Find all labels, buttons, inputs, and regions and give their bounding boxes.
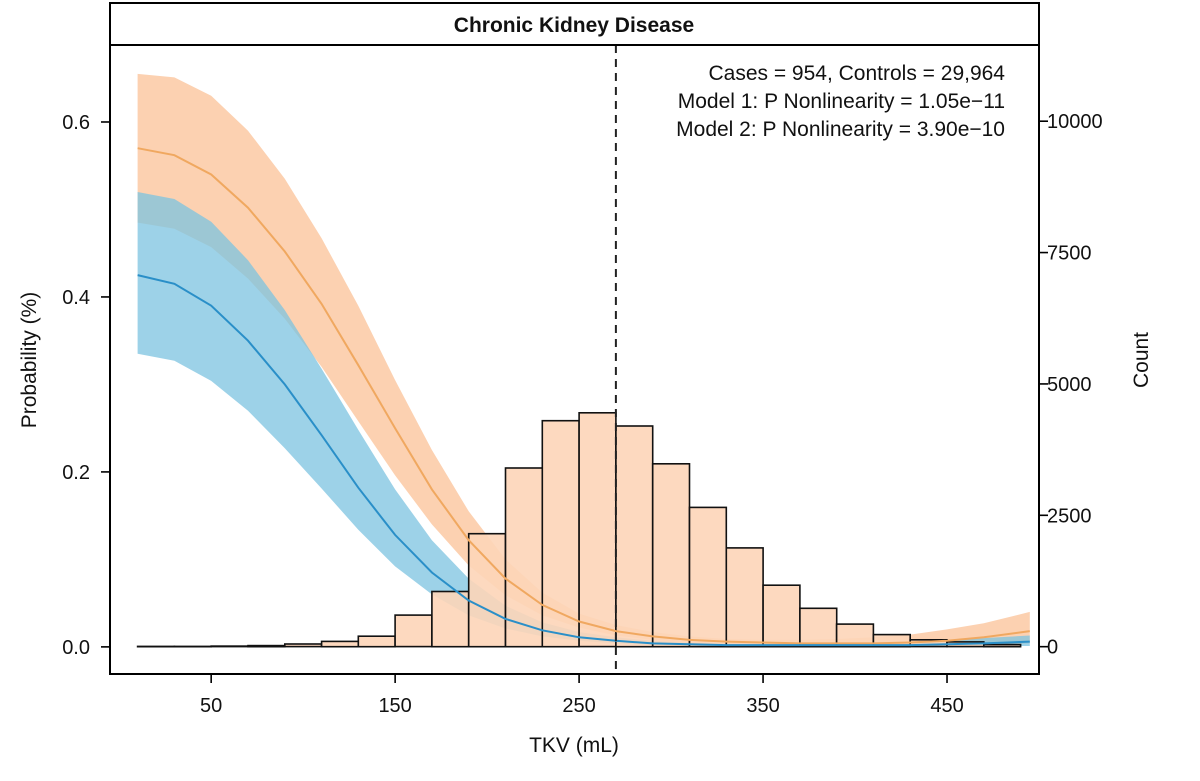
x-axis: 50 150 250 350 450 bbox=[200, 674, 964, 717]
y2-axis: 0 2500 5000 7500 10000 bbox=[1039, 111, 1103, 659]
annotation-model-2: Model 2: P Nonlinearity = 3.90e−10 bbox=[676, 118, 1005, 141]
y-axis: 0.0 0.2 0.4 0.6 bbox=[62, 112, 110, 659]
histogram-bar bbox=[394, 614, 433, 648]
y-axis-title: Probability (%) bbox=[18, 292, 41, 429]
histogram-bar bbox=[725, 547, 764, 648]
y2-axis-title: Count bbox=[1130, 332, 1153, 388]
histogram-bar bbox=[431, 590, 470, 648]
x-tick-label: 450 bbox=[930, 695, 963, 717]
y2-tick-label: 2500 bbox=[1047, 505, 1092, 527]
y2-tick-label: 10000 bbox=[1047, 111, 1103, 133]
x-tick-label: 150 bbox=[378, 695, 411, 717]
histogram-bar bbox=[283, 643, 323, 648]
x-tick-label: 350 bbox=[746, 695, 779, 717]
series-line-model-1 bbox=[137, 147, 1030, 645]
y-tick-label: 0.4 bbox=[62, 287, 90, 309]
x-tick-label: 250 bbox=[562, 695, 595, 717]
plot-frame bbox=[109, 2, 1040, 675]
histogram-bar bbox=[357, 635, 396, 648]
ci-band-model-2 bbox=[137, 192, 1030, 647]
histogram-bar bbox=[541, 419, 580, 648]
x-tick-label: 50 bbox=[200, 695, 222, 717]
histogram-bar bbox=[320, 640, 360, 648]
y2-tick-label: 0 bbox=[1047, 637, 1058, 659]
histogram-bar bbox=[982, 643, 1022, 648]
histogram-bar bbox=[688, 506, 728, 648]
histogram-bar bbox=[247, 644, 286, 648]
y-tick-label: 0.2 bbox=[62, 462, 90, 484]
confidence-bands bbox=[137, 73, 1030, 647]
histogram-bar bbox=[578, 411, 617, 648]
chart-title: Chronic Kidney Disease bbox=[454, 14, 694, 37]
x-axis-title: TKV (mL) bbox=[529, 734, 619, 757]
series-lines bbox=[137, 147, 1030, 647]
histogram-bar bbox=[467, 532, 507, 648]
histogram-bar bbox=[762, 584, 801, 648]
ci-band-model-1 bbox=[137, 73, 1030, 646]
histogram-bar bbox=[799, 607, 838, 648]
y2-tick-label: 7500 bbox=[1047, 243, 1092, 265]
annotation-model-1: Model 1: P Nonlinearity = 1.05e−11 bbox=[678, 90, 1005, 113]
annotation-cases: Cases = 954, Controls = 29,964 bbox=[708, 62, 1005, 85]
series-line-model-2 bbox=[137, 274, 1030, 647]
y-tick-label: 0.0 bbox=[62, 637, 90, 659]
histogram-bars bbox=[136, 411, 1022, 648]
y2-tick-label: 5000 bbox=[1047, 374, 1092, 396]
histogram-bar bbox=[651, 462, 691, 648]
histogram-bar bbox=[615, 425, 654, 648]
histogram-bar bbox=[210, 645, 249, 648]
histogram-bar bbox=[504, 467, 544, 648]
y-tick-label: 0.6 bbox=[62, 112, 90, 134]
